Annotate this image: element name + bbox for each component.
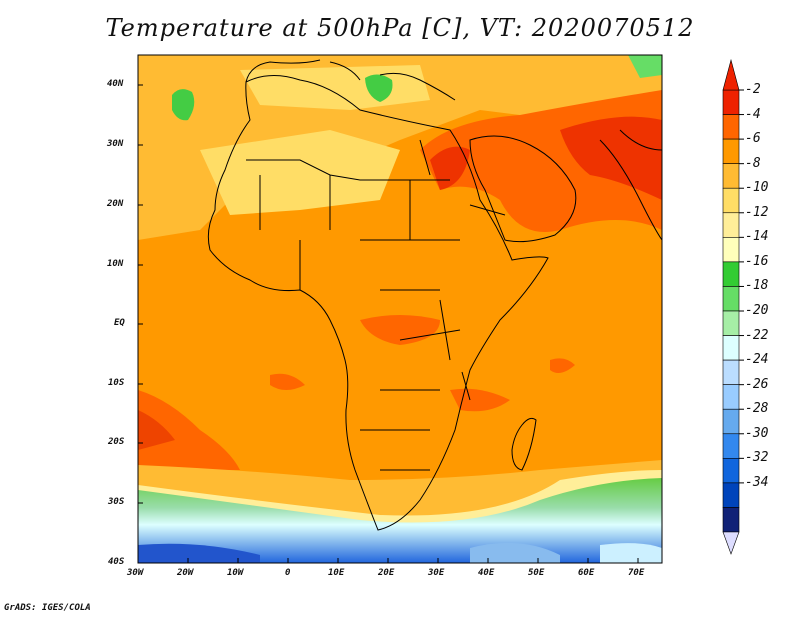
colorbar-tick-label: -26 — [745, 376, 769, 392]
axis-ticks — [138, 84, 639, 563]
colorbar-tick-label: -24 — [745, 352, 769, 368]
colorbar-tick-label: -2 — [745, 82, 761, 97]
lat-tick-label: 40S — [108, 557, 125, 567]
lon-tick-label: 10E — [328, 568, 345, 578]
colorbar-tick-label: -8 — [745, 155, 761, 171]
colorbar-swatch — [722, 408, 740, 435]
colorbar-tick-label: -32 — [745, 450, 769, 466]
colorbar-swatch — [722, 187, 740, 214]
lat-tick-label: 20S — [108, 437, 125, 447]
lon-tick-label: 30W — [127, 568, 144, 578]
colorbar-swatch — [722, 237, 740, 263]
colorbar-swatch — [722, 286, 740, 312]
lat-tick-label: 40N — [107, 79, 124, 89]
colorbar-tick-label: -4 — [745, 106, 761, 122]
colorbar-swatch — [722, 482, 740, 508]
lon-tick-label: 40E — [478, 568, 495, 578]
colorbar-swatch — [722, 261, 740, 287]
colorbar-tick-label: -28 — [745, 401, 769, 417]
lon-tick-label: 60E — [578, 568, 595, 578]
lon-tick-label: 10W — [227, 568, 244, 578]
colorbar-tick-label: -18 — [745, 278, 769, 294]
colorbar-tick-label: -30 — [745, 425, 769, 441]
colorbar-swatch — [722, 163, 740, 189]
colorbar-tick-label: -10 — [745, 180, 769, 196]
colorbar — [722, 58, 744, 555]
colorbar-swatch — [722, 138, 740, 164]
colorbar-swatch — [722, 384, 740, 410]
lat-tick-label: 10S — [108, 378, 125, 388]
map-field — [138, 55, 662, 563]
colorbar-swatch — [722, 310, 740, 336]
lat-tick-label: EQ — [114, 318, 125, 328]
colorbar-tick-label: -20 — [745, 303, 769, 318]
colorbar-tick-label: -34 — [745, 474, 769, 490]
lat-tick-label: 20N — [107, 199, 124, 209]
colorbar-swatch — [722, 89, 740, 115]
colorbar-tick-label: -14 — [745, 229, 769, 245]
colorbar-swatch — [722, 507, 740, 533]
colorbar-tick-label: -12 — [745, 204, 769, 220]
coastlines — [207, 59, 662, 531]
lon-tick-label: 50E — [528, 568, 545, 578]
colorbar-swatch — [722, 114, 740, 140]
colorbar-tick-label: -22 — [745, 327, 769, 343]
colorbar-swatch — [722, 359, 740, 385]
map-title: Temperature at 500hPa [C], VT: 202007051… — [105, 14, 695, 42]
lat-tick-label: 30S — [108, 497, 125, 507]
colorbar-top-arrow — [722, 58, 740, 91]
lat-tick-label: 30N — [107, 139, 124, 149]
colorbar-tick-label: -6 — [745, 131, 761, 147]
colorbar-bottom-arrow — [722, 531, 740, 555]
colorbar-swatch — [722, 458, 740, 484]
lon-tick-label: 70E — [628, 568, 645, 578]
credit-footer: GrADS: IGES/COLA — [4, 603, 91, 613]
lon-tick-label: 20W — [177, 568, 194, 578]
lat-tick-label: 10N — [107, 259, 124, 269]
colorbar-swatch — [722, 212, 740, 238]
lon-tick-label: 0 — [285, 568, 291, 578]
lon-tick-label: 30E — [428, 568, 445, 578]
colorbar-swatch — [722, 433, 740, 459]
temperature-map — [137, 54, 744, 564]
lon-tick-label: 20E — [378, 568, 395, 578]
colorbar-tick-label: -16 — [745, 253, 769, 269]
colorbar-swatch — [722, 335, 740, 361]
